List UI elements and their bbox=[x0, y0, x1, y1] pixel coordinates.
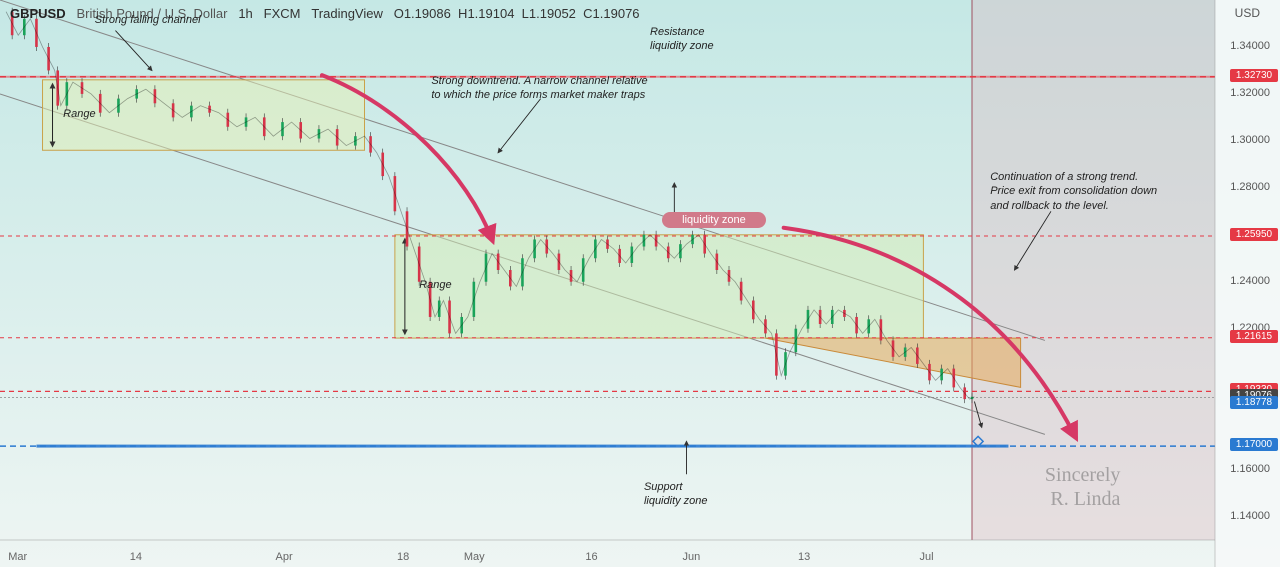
annotation-text: Resistanceliquidity zone bbox=[650, 25, 714, 54]
currency-label: USD bbox=[1235, 6, 1260, 20]
liquidity-zone-pill: liquidity zone bbox=[662, 212, 766, 228]
y-tick: 1.16000 bbox=[1230, 463, 1270, 475]
source: FXCM bbox=[264, 6, 301, 21]
ohlc-o: 1.19086 bbox=[404, 6, 451, 21]
chart-container[interactable]: GBPUSD British Pound / U.S. Dollar 1h FX… bbox=[0, 0, 1280, 567]
y-tick: 1.30000 bbox=[1230, 134, 1270, 146]
x-tick: 18 bbox=[397, 551, 409, 563]
price-tag: 1.17000 bbox=[1230, 438, 1278, 451]
price-tag: 1.32730 bbox=[1230, 69, 1278, 82]
x-tick: 16 bbox=[585, 551, 597, 563]
range-label: Range bbox=[419, 279, 451, 291]
ohlc-c: 1.19076 bbox=[593, 6, 640, 21]
author-signature: SincerelyR. Linda bbox=[1045, 463, 1121, 511]
annotation-text: Continuation of a strong trend.Price exi… bbox=[990, 170, 1157, 213]
y-tick: 1.32000 bbox=[1230, 87, 1270, 99]
x-tick: Apr bbox=[276, 551, 293, 563]
symbol: GBPUSD bbox=[10, 6, 66, 21]
x-tick: 14 bbox=[130, 551, 142, 563]
x-tick: Jul bbox=[919, 551, 933, 563]
annotation-text: Strong downtrend. A narrow channel relat… bbox=[431, 74, 647, 103]
price-tag: 1.25950 bbox=[1230, 228, 1278, 241]
x-tick: Mar bbox=[8, 551, 27, 563]
y-tick: 1.34000 bbox=[1230, 40, 1270, 52]
annotation-text: Strong falling channel bbox=[95, 13, 201, 27]
y-tick: 1.24000 bbox=[1230, 275, 1270, 287]
timeframe: 1h bbox=[238, 6, 252, 21]
ohlc-l: 1.19052 bbox=[529, 6, 576, 21]
y-tick: 1.28000 bbox=[1230, 181, 1270, 193]
x-tick: 13 bbox=[798, 551, 810, 563]
price-tag: 1.18778 bbox=[1230, 396, 1278, 409]
x-tick: Jun bbox=[683, 551, 701, 563]
x-tick: May bbox=[464, 551, 485, 563]
ohlc-h: 1.19104 bbox=[467, 6, 514, 21]
platform: TradingView bbox=[311, 6, 383, 21]
price-tag: 1.21615 bbox=[1230, 330, 1278, 343]
annotation-text: Supportliquidity zone bbox=[644, 480, 708, 509]
y-tick: 1.14000 bbox=[1230, 510, 1270, 522]
range-label: Range bbox=[63, 108, 95, 120]
